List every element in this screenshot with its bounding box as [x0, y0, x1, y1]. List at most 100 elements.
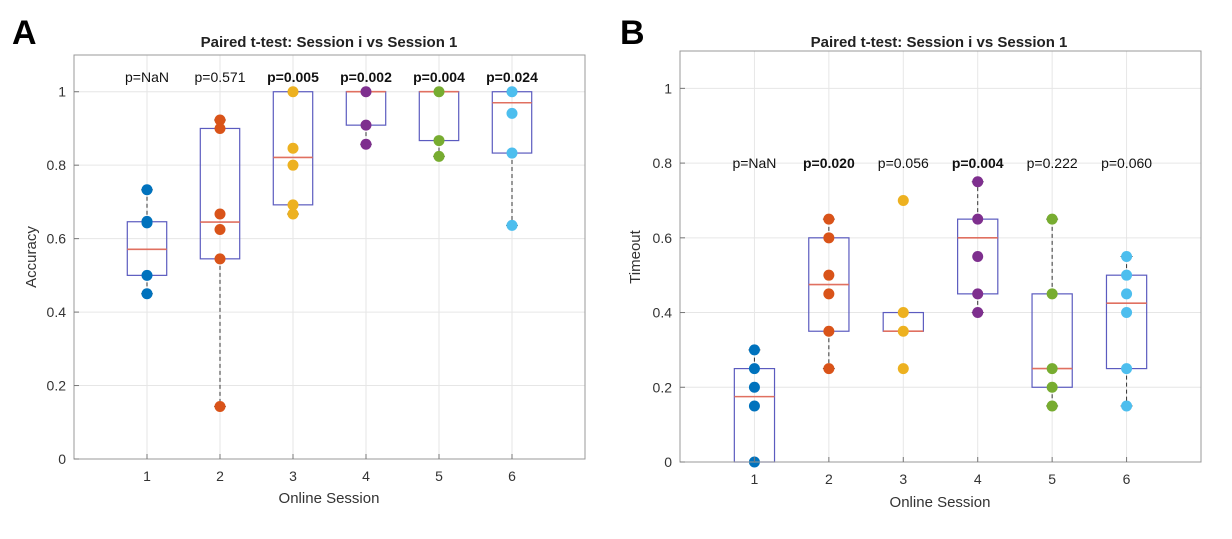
chart-b-p-value-label: p=0.020 [803, 155, 855, 171]
chart-a-p-value-label: p=0.004 [413, 69, 465, 85]
chart-a-data-point [506, 219, 518, 231]
chart-b-data-point [1121, 269, 1133, 281]
chart-a-data-point [506, 147, 518, 159]
chart-b-data-point [823, 325, 835, 337]
panel-letter-b: B [620, 14, 645, 52]
chart-a-data-point [214, 223, 226, 235]
chart-a-data-point [287, 86, 299, 98]
chart-a-data-point [287, 159, 299, 171]
chart-b-data-point [972, 307, 984, 319]
chart-a-xtick-label: 3 [289, 468, 297, 484]
chart-b-p-value-label: p=0.222 [1027, 155, 1078, 171]
chart-b-data-point [897, 363, 909, 375]
chart-b-data-point [748, 400, 760, 412]
chart-b-p-value-label: p=0.004 [952, 155, 1004, 171]
chart-a-data-point [360, 119, 372, 131]
chart-b-data-point [1121, 400, 1133, 412]
chart-a-data-point [360, 86, 372, 98]
chart-a-ytick-label: 0.2 [47, 378, 67, 394]
chart-a-data-point [433, 86, 445, 98]
chart-b-data-point [823, 288, 835, 300]
chart-a: p=NaN p=0.571 p=0.005 p=0.002 p=0.004 p=0.024… [47, 54, 586, 484]
chart-b-marks: p=NaN p=0.020 p=0.056 p=0.004 p=0.222 p=0.060 [732, 155, 1152, 468]
chart-a-ytick-label: 0 [58, 451, 66, 467]
chart-a-data-point [214, 400, 226, 412]
chart-a-title: Paired t-test: Session i vs Session 1 [201, 34, 458, 51]
chart-b-xtick-label: 2 [825, 471, 833, 487]
panel-letter-a: A [12, 14, 37, 52]
chart-b-data-point [1121, 288, 1133, 300]
chart-a-data-point [214, 122, 226, 134]
chart-a-p-value-label: p=0.571 [195, 69, 246, 85]
chart-a-p-value-label: p=0.024 [486, 69, 538, 85]
chart-b: p=NaN p=0.020 p=0.056 p=0.004 p=0.222 p=0.060… [653, 50, 1202, 487]
chart-a-plot-area [74, 55, 585, 459]
chart-b-data-point [897, 194, 909, 206]
chart-b-data-point [748, 344, 760, 356]
chart-b-data-point [748, 381, 760, 393]
chart-b-data-point [1046, 363, 1058, 375]
chart-b-xlabel: Online Session [890, 494, 991, 511]
chart-a-data-point [141, 288, 153, 300]
chart-b-data-point [1046, 213, 1058, 225]
chart-b-xtick-label: 1 [751, 471, 759, 487]
chart-b-xtick-label: 5 [1048, 471, 1056, 487]
chart-b-title: Paired t-test: Session i vs Session 1 [811, 34, 1068, 51]
chart-a-axes-frame [73, 54, 586, 460]
chart-a-data-point [287, 208, 299, 220]
chart-b-data-point [823, 363, 835, 375]
chart-b-axes-frame [679, 50, 1202, 463]
chart-b-xtick-label: 3 [899, 471, 907, 487]
chart-b-plot-area [680, 51, 1201, 462]
chart-b-ylabel: Timeout [627, 229, 644, 283]
chart-b-ytick-label: 0.8 [653, 155, 673, 171]
chart-b-data-point [897, 307, 909, 319]
chart-b-ytick-label: 0.4 [653, 305, 673, 321]
chart-b-data-point [748, 363, 760, 375]
chart-a-data-point [141, 184, 153, 196]
chart-a-data-point [287, 199, 299, 211]
chart-a-data-point [360, 138, 372, 150]
chart-a-ticks: 0 0.2 0.4 0.6 0.8 1 1 2 3 4 5 6 [47, 84, 517, 484]
chart-a-xlabel: Online Session [279, 490, 380, 507]
chart-a-xtick-label: 2 [216, 468, 224, 484]
chart-b-ytick-label: 0.2 [653, 379, 673, 395]
chart-a-data-point [433, 135, 445, 147]
chart-b-data-point [823, 269, 835, 281]
chart-a-ytick-label: 0.4 [47, 304, 67, 320]
chart-b-data-point [972, 288, 984, 300]
chart-b-p-value-label: p=NaN [732, 155, 776, 171]
chart-a-data-point [141, 269, 153, 281]
chart-a-xtick-label: 6 [508, 468, 516, 484]
chart-a-data-point [506, 107, 518, 119]
chart-a-ylabel: Accuracy [23, 226, 40, 288]
chart-b-data-point [972, 213, 984, 225]
chart-b-data-point [1121, 307, 1133, 319]
chart-a-marks: p=NaN p=0.571 p=0.005 p=0.002 p=0.004 p=0.024 [125, 69, 538, 412]
chart-b-p-value-label: p=0.056 [878, 155, 929, 171]
chart-b-xtick-label: 6 [1123, 471, 1131, 487]
chart-b-data-point [972, 176, 984, 188]
chart-b-grid [680, 51, 1201, 463]
chart-a-data-point [506, 86, 518, 98]
chart-b-data-point [972, 251, 984, 262]
chart-a-xtick-label: 4 [362, 468, 370, 484]
chart-b-ytick-label: 0.6 [653, 230, 673, 246]
chart-b-data-point [1046, 381, 1058, 393]
chart-a-data-point [214, 114, 226, 126]
chart-a-data-point [214, 253, 226, 265]
chart-a-data-point [433, 150, 445, 162]
chart-b-p-value-label: p=0.060 [1101, 155, 1152, 171]
chart-b-data-point [897, 325, 909, 337]
chart-b-data-point [823, 213, 835, 225]
chart-b-data-point [823, 232, 835, 244]
chart-a-data-point [287, 142, 299, 154]
chart-a-ytick-label: 0.6 [47, 231, 67, 247]
chart-a-data-point [214, 208, 226, 220]
chart-b-data-point [1121, 363, 1133, 375]
chart-a-p-value-label: p=0.005 [267, 69, 319, 85]
chart-b-ytick-label: 1 [664, 80, 672, 96]
chart-b-xtick-label: 4 [974, 471, 982, 487]
chart-a-p-value-label: p=NaN [125, 69, 169, 85]
